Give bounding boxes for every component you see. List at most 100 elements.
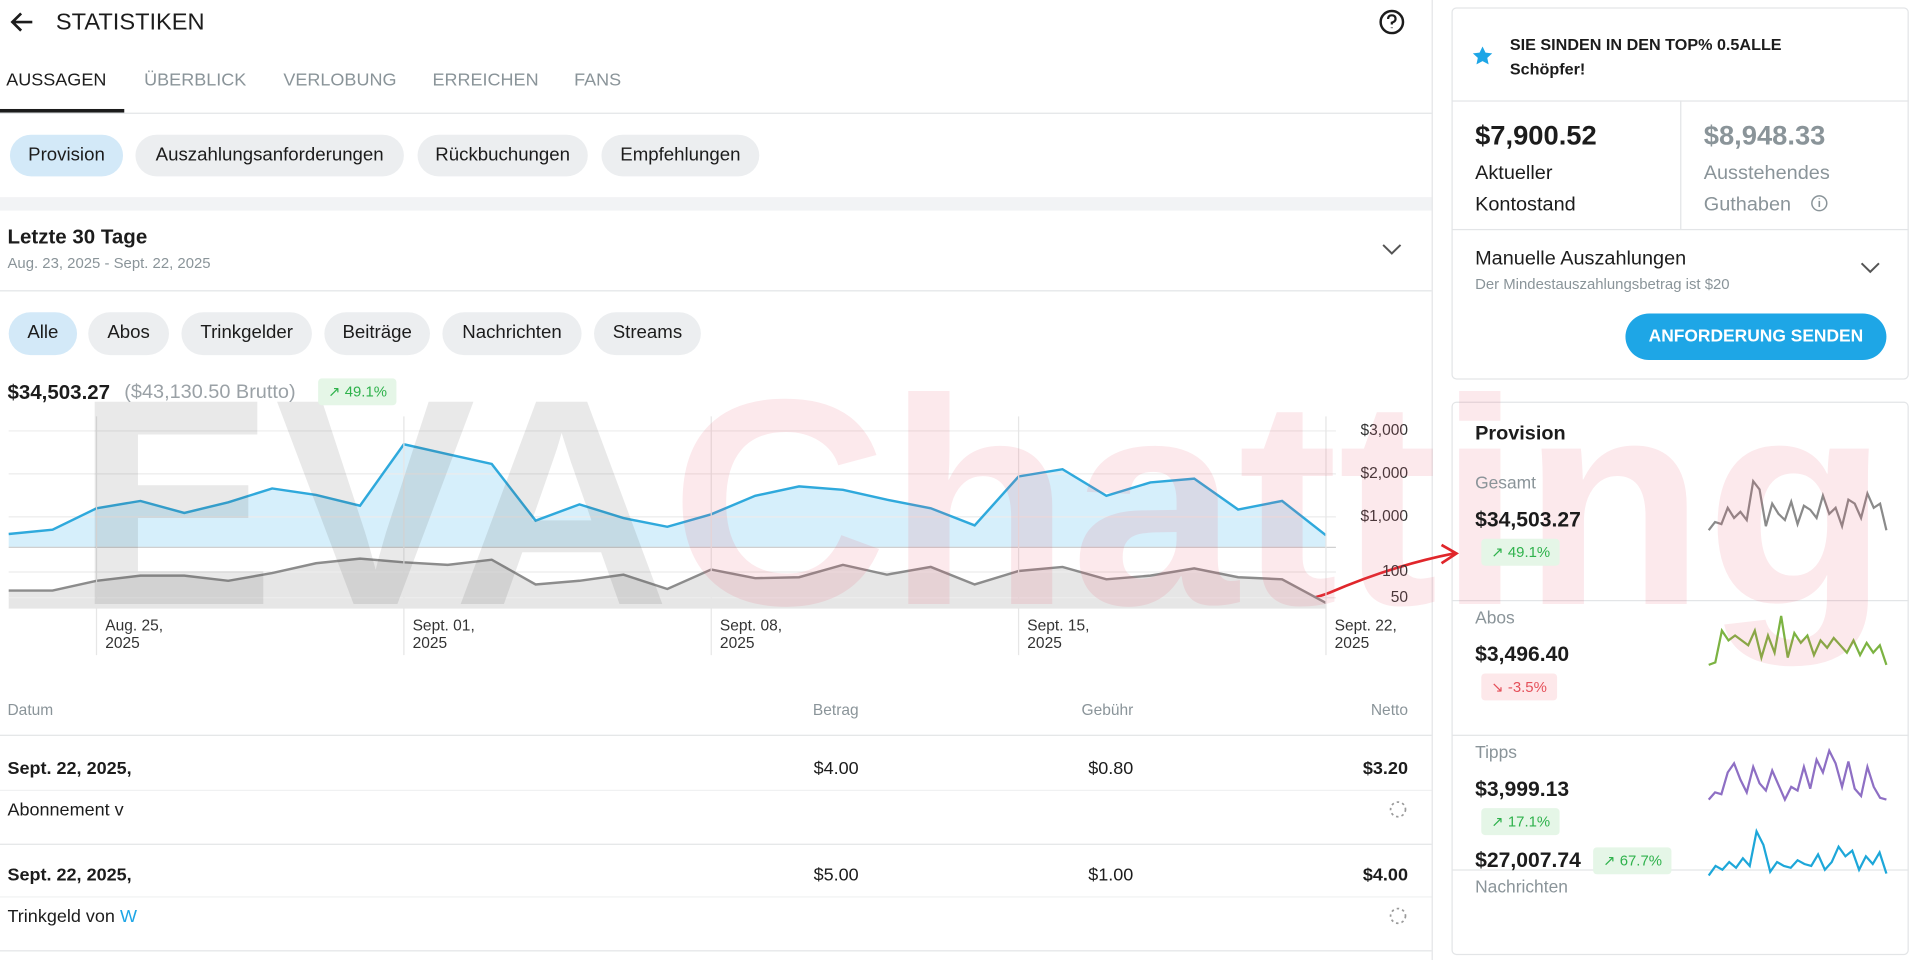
filter-label[interactable]: Streams xyxy=(612,322,683,343)
tab[interactable]: AUSSAGEN xyxy=(6,70,107,91)
trend-arrow: ↗ xyxy=(1491,813,1508,831)
net-total: $34,503.27 xyxy=(7,381,111,404)
payout-chevron[interactable] xyxy=(1860,262,1880,274)
change-badge: ↘ -3.5% xyxy=(1481,673,1557,701)
divider xyxy=(0,734,1432,736)
request-button-label[interactable]: ANFORDERUNG SENDEN xyxy=(1648,325,1864,346)
sparkline xyxy=(1708,615,1888,666)
page-title: STATISTIKEN xyxy=(55,9,205,36)
info-icon[interactable] xyxy=(1811,195,1828,212)
request-button[interactable] xyxy=(1625,313,1887,361)
change-value: 17.1% xyxy=(1507,813,1551,831)
change-badge: ↗ 67.7% xyxy=(1593,847,1672,875)
back-arrow[interactable] xyxy=(10,12,33,32)
row-net: $3.20 xyxy=(1362,759,1408,779)
payout-title: Manuelle Auszahlungen xyxy=(1475,248,1687,270)
filter-label[interactable]: Nachrichten xyxy=(462,322,562,343)
tab-underline xyxy=(0,108,125,113)
pending-balance-label: Ausstehendes Guthaben xyxy=(1703,162,1830,216)
change-badge: ↗ 17.1% xyxy=(1481,808,1561,836)
y-tick-label: $1,000 xyxy=(1361,508,1408,525)
pending-balance: $8,948.33 xyxy=(1703,120,1826,151)
filter-label[interactable]: Abos xyxy=(107,322,150,343)
metric-label: Gesamt xyxy=(1475,472,1536,493)
tab[interactable]: VERLOBUNG xyxy=(283,70,397,91)
y-tick-label: 100 xyxy=(1382,563,1408,580)
metric-label: Nachrichten xyxy=(1475,876,1568,897)
help-icon[interactable] xyxy=(1379,9,1405,35)
divider xyxy=(0,789,1432,792)
x-tick-label: Sept. 08, 2025 xyxy=(719,617,783,652)
metric-label: Tipps xyxy=(1475,742,1517,762)
fan-link[interactable]: W xyxy=(119,907,137,927)
filter xyxy=(181,312,312,356)
filter xyxy=(442,312,582,356)
tab[interactable]: FANS xyxy=(574,70,622,91)
divider xyxy=(1680,100,1682,229)
change-badge: ↗ 49.1% xyxy=(318,378,397,406)
row-amount: $4.00 xyxy=(813,759,859,779)
row-fee: $1.00 xyxy=(1088,865,1134,886)
column-header: Datum xyxy=(7,701,54,719)
series-line xyxy=(8,557,1327,605)
subtab xyxy=(601,134,760,177)
metric-amount: $3,999.13 xyxy=(1475,777,1570,802)
series-area xyxy=(8,444,1326,548)
change-value: 49.1% xyxy=(344,383,388,401)
row-amount: $5.00 xyxy=(813,865,859,886)
column-header: Netto xyxy=(1370,701,1408,719)
series-line xyxy=(8,442,1327,537)
current-balance-label: Aktueller Kontostand xyxy=(1475,162,1576,216)
series-area xyxy=(8,558,1326,609)
left-panel-border xyxy=(1431,0,1433,960)
filter-label[interactable]: Beiträge xyxy=(342,322,412,343)
y-tick-label: $2,000 xyxy=(1361,465,1408,482)
star-icon xyxy=(1472,46,1493,65)
x-tick-label: Aug. 25, 2025 xyxy=(105,617,164,652)
filter xyxy=(324,312,430,356)
tab[interactable]: ERREICHEN xyxy=(432,70,539,91)
trend-arrow: ↘ xyxy=(1491,678,1508,696)
trend-arrow: ↗ xyxy=(1603,852,1620,870)
subtab xyxy=(135,134,404,177)
provision-title: Provision xyxy=(1475,423,1566,445)
divider xyxy=(0,896,1432,898)
y-tick-label: $3,000 xyxy=(1361,422,1408,439)
divider xyxy=(1451,600,1909,602)
trend-arrow: ↗ xyxy=(328,383,345,401)
row-date: Sept. 22, 2025, xyxy=(7,759,132,779)
loading-spinner xyxy=(1389,801,1407,925)
subtab-label[interactable]: Rückbuchungen xyxy=(435,143,571,165)
divider xyxy=(1451,869,1909,871)
filter-label[interactable]: Alle xyxy=(27,322,59,343)
period-chevron[interactable] xyxy=(1382,244,1402,255)
column-header: Gebühr xyxy=(1081,701,1134,719)
trend-arrow: ↗ xyxy=(1491,543,1508,561)
provision-card xyxy=(1451,401,1909,956)
filter-label[interactable]: Trinkgelder xyxy=(200,322,293,343)
period-title: Letzte 30 Tage xyxy=(7,226,148,249)
filter xyxy=(8,312,78,356)
divider xyxy=(0,950,1432,952)
divider xyxy=(0,290,1432,292)
row-date: Sept. 22, 2025, xyxy=(7,865,132,886)
sparkline xyxy=(1707,478,1888,531)
x-tick-label: Sept. 22, 2025 xyxy=(1334,617,1397,652)
top-banner: SIE SINDEN IN DEN TOP% 0.5ALLE Schöpfer! xyxy=(1509,35,1782,79)
divider xyxy=(1451,228,1909,231)
tab[interactable]: ÜBERBLICK xyxy=(144,70,247,91)
filter xyxy=(594,312,701,356)
gross-total: ($43,130.50 Brutto) xyxy=(124,381,296,403)
subtab-label[interactable]: Provision xyxy=(28,143,105,165)
subtab-label[interactable]: Empfehlungen xyxy=(620,143,741,165)
filter xyxy=(88,312,170,356)
row-description: Trinkgeld von W xyxy=(7,907,137,927)
balance-card xyxy=(1451,7,1909,380)
subtab-label[interactable]: Auszahlungsanforderungen xyxy=(155,143,384,165)
divider xyxy=(0,112,1432,114)
subtab xyxy=(417,134,588,177)
sparkline xyxy=(1707,747,1887,803)
metric-amount: $34,503.27 xyxy=(1475,508,1581,532)
